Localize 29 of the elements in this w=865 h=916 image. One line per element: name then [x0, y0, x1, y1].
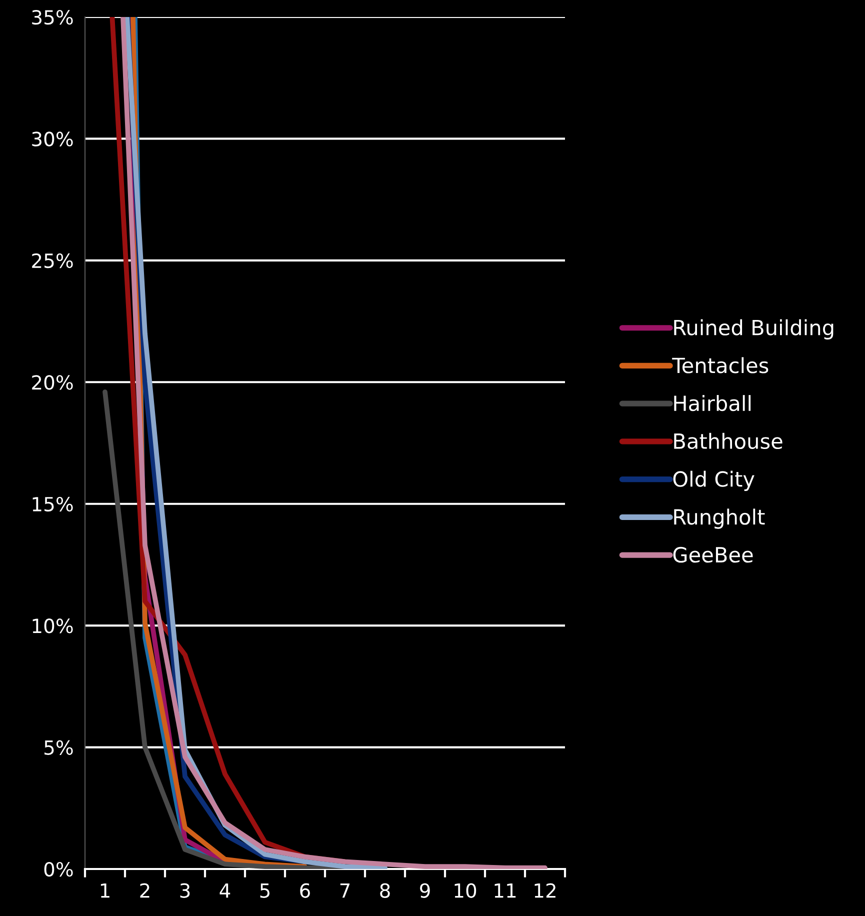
legend-label: Rungholt — [674, 508, 765, 529]
legend-label: Hairball — [674, 395, 751, 412]
y-tick-label: 5% — [44, 740, 73, 755]
y-tick-label: 20% — [32, 375, 73, 390]
x-tick-label: 12 — [534, 883, 556, 898]
line-series — [124, 17, 388, 869]
legend-label: Old City — [673, 470, 754, 491]
x-tick-label: 11 — [494, 883, 516, 898]
x-tick-label: 10 — [454, 883, 476, 898]
x-tick-label: 7 — [340, 883, 350, 898]
line-series — [120, 17, 548, 869]
y-tick-label: 30% — [32, 132, 73, 146]
x-tick-label: 2 — [140, 883, 150, 898]
x-tick-label: 5 — [260, 883, 270, 898]
legend-label: Ruined Building — [674, 319, 834, 340]
x-tick-label: 6 — [300, 883, 310, 898]
y-tick-label: 25% — [32, 253, 73, 268]
y-tick-label: 10% — [32, 618, 73, 634]
x-tick-label: 4 — [220, 883, 230, 898]
y-tick-label: 15% — [32, 496, 73, 512]
x-tick-label: 3 — [180, 883, 190, 898]
legend-label: GeeBee — [673, 546, 753, 563]
x-tick-label: 8 — [380, 883, 390, 898]
x-tick-label: 9 — [420, 883, 430, 898]
y-tick-label: 0% — [44, 862, 73, 877]
x-tick-label: 1 — [100, 883, 110, 898]
legend-label: Tentacles — [672, 357, 768, 374]
legend-label: Bathhouse — [674, 432, 782, 450]
y-tick-label: 35% — [32, 10, 73, 25]
